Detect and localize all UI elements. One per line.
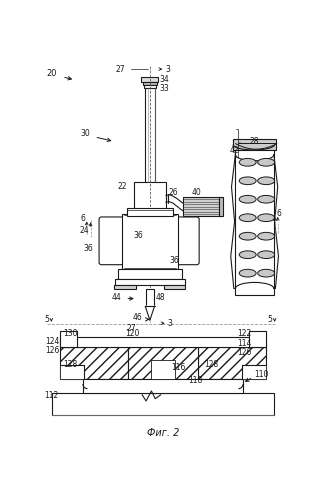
Text: 36: 36 [84,244,93,253]
Ellipse shape [258,251,275,258]
Ellipse shape [239,251,256,258]
Text: 114: 114 [237,339,251,348]
Text: 20: 20 [47,69,57,78]
Bar [219,197,223,216]
Ellipse shape [239,214,256,222]
Bar [115,278,184,285]
Ellipse shape [239,196,256,203]
Bar [145,88,155,182]
Bar [146,289,154,306]
Text: 3: 3 [165,64,170,74]
Bar [60,331,77,347]
Text: 3: 3 [168,319,172,328]
Bar [52,393,274,415]
Bar [83,379,243,393]
Text: 26: 26 [168,188,178,197]
Text: 112: 112 [45,391,59,400]
Text: 128: 128 [204,360,219,369]
Text: 27: 27 [127,324,136,333]
Bar [122,214,178,269]
Text: 110: 110 [255,370,269,379]
Text: 30: 30 [80,129,90,138]
Text: 5: 5 [268,315,273,324]
Text: 6: 6 [276,210,281,219]
Text: 22: 22 [118,182,127,191]
Bar [164,219,197,262]
Text: 42: 42 [229,146,239,155]
Bar [241,365,266,379]
Bar [60,347,128,379]
Text: 44: 44 [111,292,121,301]
Ellipse shape [258,233,275,240]
Text: Фиг. 2: Фиг. 2 [147,428,179,438]
Ellipse shape [239,177,256,185]
Bar [249,331,266,347]
Bar [143,82,157,85]
Bar [183,197,222,216]
Ellipse shape [239,269,256,277]
Ellipse shape [239,233,256,240]
Text: 24: 24 [79,227,89,236]
Text: 33: 33 [160,84,169,93]
Bar [144,85,156,88]
Bar [151,360,175,379]
Polygon shape [145,306,155,320]
Bar [233,139,276,150]
Text: 48: 48 [156,292,166,301]
Text: 126: 126 [237,348,251,357]
Bar [60,337,266,347]
Text: 130: 130 [63,329,77,338]
Bar [114,285,136,289]
Ellipse shape [258,177,275,185]
Text: 5: 5 [45,315,49,324]
Text: 6: 6 [80,214,86,223]
Text: 116: 116 [171,363,186,372]
Text: 118: 118 [188,376,203,385]
Bar [134,182,166,218]
Text: 120: 120 [125,329,140,338]
Bar [198,347,266,379]
Text: 126: 126 [45,346,59,355]
Ellipse shape [258,214,275,222]
Bar [142,77,158,82]
Ellipse shape [239,159,256,166]
Ellipse shape [258,196,275,203]
Bar [127,209,173,216]
FancyBboxPatch shape [99,217,138,264]
Bar [164,285,185,289]
Text: 40: 40 [191,188,201,197]
Bar [235,148,274,295]
Text: 36: 36 [133,231,143,240]
Text: 128: 128 [64,360,78,369]
Text: 124: 124 [45,337,59,346]
Text: 36: 36 [170,255,180,264]
Bar [101,219,136,262]
Text: 46: 46 [133,313,143,322]
Bar [118,269,182,278]
Text: 34: 34 [160,75,169,84]
Text: 28: 28 [250,137,259,146]
FancyBboxPatch shape [162,217,199,264]
Ellipse shape [258,159,275,166]
Text: 122: 122 [237,329,251,338]
Bar [128,347,198,379]
Bar [60,365,85,379]
Ellipse shape [258,269,275,277]
Text: 27: 27 [116,64,125,74]
